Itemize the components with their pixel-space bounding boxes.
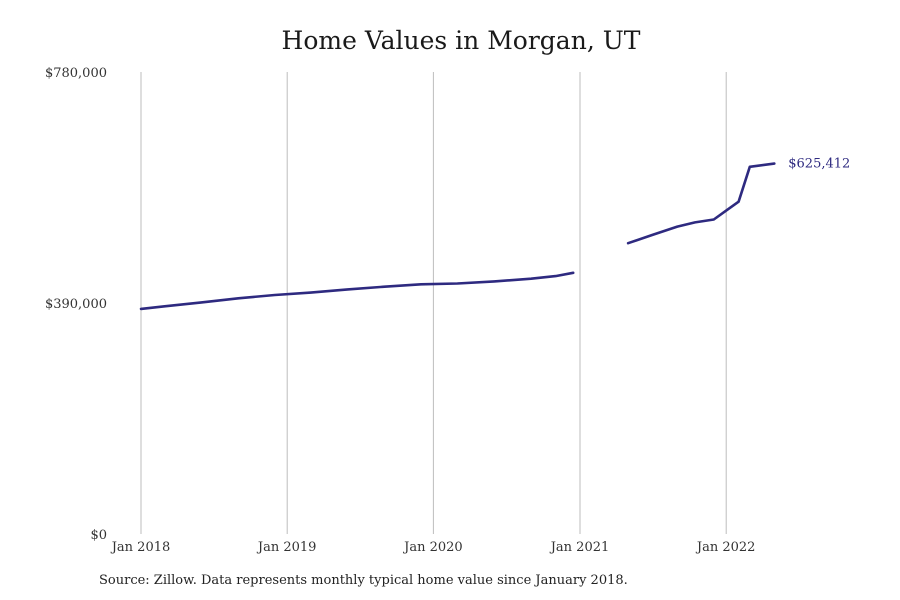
y-tick-label: $390,000 <box>45 297 107 312</box>
x-tick-label: Jan 2021 <box>549 540 610 555</box>
x-tick-label: Jan 2019 <box>256 540 317 555</box>
x-tick-label: Jan 2018 <box>110 540 171 555</box>
y-tick-label: $780,000 <box>45 66 107 81</box>
end-value-label: $625,412 <box>788 157 850 172</box>
x-tick-label: Jan 2022 <box>695 540 756 555</box>
series-line-segment-1 <box>626 162 776 245</box>
source-note: Source: Zillow. Data represents monthly … <box>99 573 628 588</box>
y-tick-label: $0 <box>90 528 107 543</box>
x-tick-label: Jan 2020 <box>402 540 463 555</box>
series-line-segment-0 <box>139 271 575 311</box>
chart-title: Home Values in Morgan, UT <box>281 26 641 55</box>
